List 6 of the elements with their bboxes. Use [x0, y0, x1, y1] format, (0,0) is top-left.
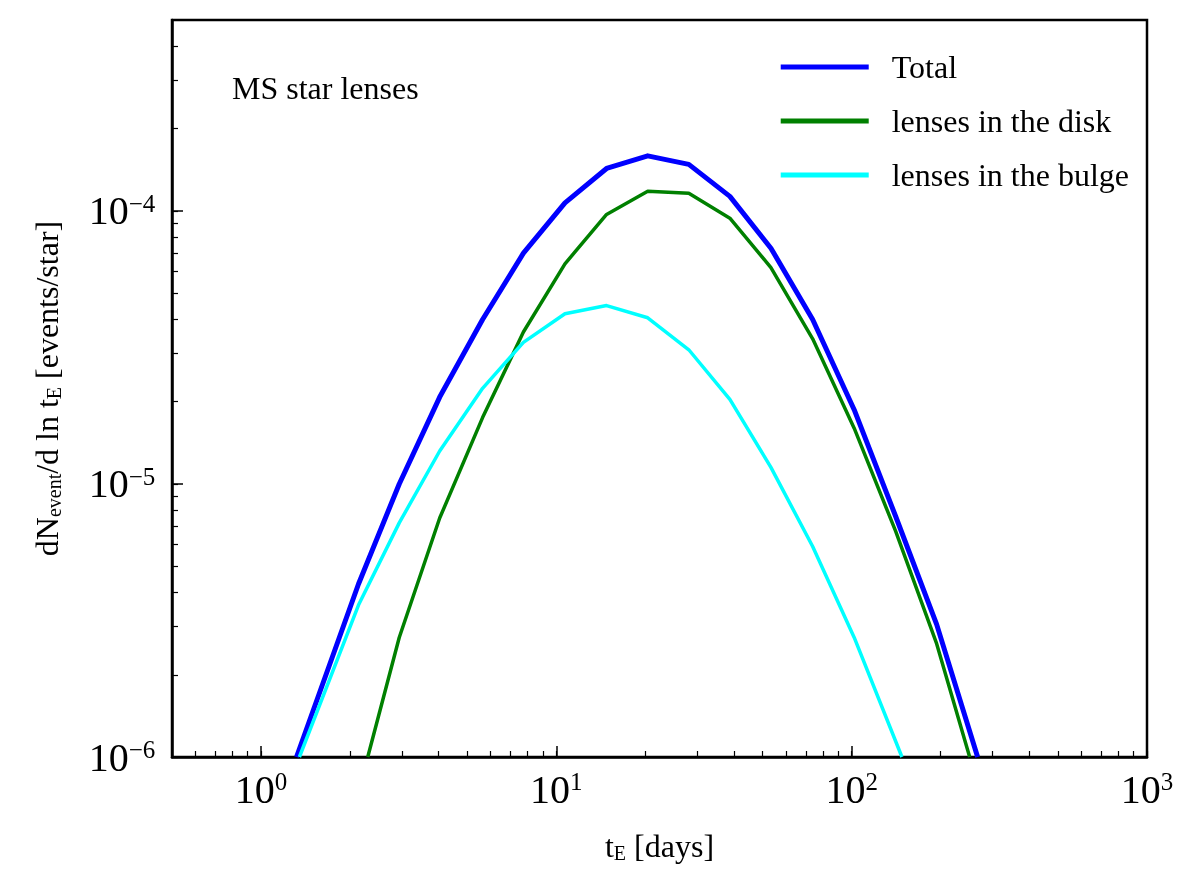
y-axis-title: dNevent/d ln tE [events/star]: [29, 220, 65, 557]
legend-label: Total: [891, 49, 958, 85]
legend-label: lenses in the disk: [891, 103, 1112, 139]
legend-label: lenses in the bulge: [891, 157, 1129, 193]
annotation: MS star lenses: [232, 70, 419, 106]
x-axis-title: tE [days]: [604, 828, 715, 864]
